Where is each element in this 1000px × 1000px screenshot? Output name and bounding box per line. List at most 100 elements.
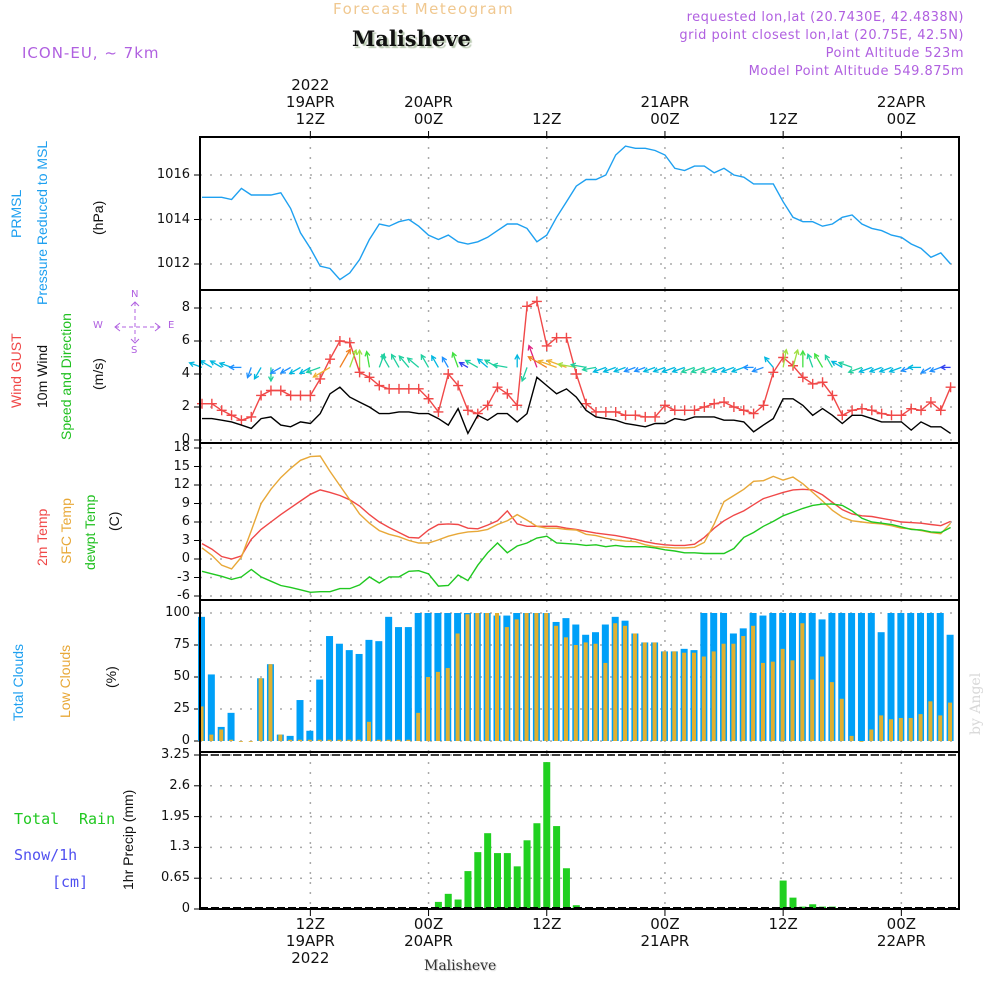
wind-arrow — [838, 362, 853, 369]
total-cloud-bar — [395, 627, 402, 741]
low-cloud-bar — [366, 721, 371, 741]
wind-arrow-head — [527, 356, 534, 362]
gust-marker — [492, 382, 503, 393]
precip-bar — [553, 826, 561, 909]
wind-arrow-head — [312, 372, 319, 378]
wind-arrow — [441, 357, 449, 368]
precip-bar — [789, 897, 797, 909]
low-cloud-bar — [692, 652, 696, 741]
wind-arrow-head — [246, 372, 252, 379]
time-label-line: 22APR — [876, 93, 926, 111]
time-label-line: 19APR — [285, 93, 335, 111]
low-cloud-bar — [416, 712, 421, 741]
wind-arrow-head — [556, 361, 564, 368]
low-cloud-bar — [770, 661, 775, 741]
wind-arrow-head — [751, 367, 758, 373]
wind-arrow-head — [806, 352, 813, 360]
wind-arrow-head — [939, 364, 946, 371]
wind-arrow — [889, 366, 902, 373]
time-label: 00Z 21APR — [625, 916, 705, 950]
gust-marker — [315, 373, 326, 384]
low-cloud-bar — [632, 633, 637, 741]
low-cloud-bar — [918, 714, 923, 741]
time-label-line: 21APR — [640, 93, 690, 111]
time-label-line: 19APR — [285, 932, 335, 950]
gust-marker — [896, 410, 907, 421]
gust-marker — [522, 301, 533, 312]
wind-arrow — [538, 360, 557, 369]
time-label: 00Z 20APR — [389, 916, 469, 950]
low-cloud-bar — [376, 739, 381, 741]
wind-arrow — [391, 354, 400, 368]
time-label-line: 12Z — [768, 915, 798, 933]
precip-bar — [494, 853, 501, 909]
wind-arrow-head — [928, 367, 936, 373]
low-cloud-bar — [652, 642, 657, 741]
gust-marker — [600, 406, 611, 417]
gust-marker — [856, 403, 867, 414]
gust-marker — [413, 383, 424, 394]
total-cloud-bar — [306, 730, 314, 741]
model-label: ICON-EU, ~ 7km — [22, 44, 160, 62]
gust-marker — [344, 337, 355, 348]
wind-arrow — [253, 367, 262, 380]
gust-marker — [620, 410, 631, 421]
wind-arrow — [452, 352, 459, 368]
wind-arrow-head — [431, 354, 437, 361]
y-tick-label: 15 — [173, 458, 190, 474]
low-cloud-bar — [524, 613, 529, 741]
total-cloud-bar — [907, 613, 915, 741]
gust-marker — [462, 405, 473, 416]
wind-arrow-head — [900, 366, 907, 373]
low-cloud-bar — [406, 739, 411, 741]
wind-arrow-head — [464, 359, 471, 366]
low-cloud-bar — [672, 651, 677, 741]
gust-marker — [916, 405, 927, 416]
time-label-line: 12Z — [768, 110, 798, 128]
wind-arrow — [493, 364, 508, 369]
gust-marker — [679, 405, 690, 416]
wind-arrow-head — [441, 356, 448, 363]
wind-arrow — [246, 367, 252, 378]
gust-marker — [354, 367, 365, 378]
wind-arrow — [210, 360, 223, 368]
series-line-dewpt-temp — [201, 503, 951, 594]
y-tick-label: 25 — [173, 701, 190, 716]
time-label-line: 12Z — [295, 110, 326, 128]
time-label-line: 2022 — [291, 76, 330, 94]
gust-marker — [827, 390, 838, 401]
wind-arrow — [879, 366, 892, 373]
compass-w: W — [93, 320, 103, 331]
total-cloud-bar — [365, 639, 373, 741]
low-cloud-bar — [642, 642, 647, 741]
gust-marker — [325, 354, 336, 365]
wind-arrow-head — [527, 344, 534, 351]
time-label: 22APR 00Z — [861, 94, 941, 128]
low-cloud-bar — [544, 613, 549, 741]
low-cloud-bar — [849, 735, 854, 741]
gust-marker — [728, 402, 739, 412]
low-cloud-bar — [445, 668, 450, 741]
wind-arrow-head — [888, 367, 895, 374]
gust-marker — [453, 380, 464, 391]
time-label: 12Z — [507, 111, 587, 128]
low-cloud-bar — [839, 698, 844, 741]
total-cloud-bar — [936, 613, 944, 741]
y-tick-label: 2.6 — [169, 777, 190, 793]
precip-bar — [523, 840, 531, 909]
wind-arrow — [521, 367, 528, 382]
gust-marker — [305, 390, 316, 401]
wind-arrow — [299, 366, 311, 374]
time-label: 12Z 19APR 2022 — [270, 916, 350, 967]
wind-arrow — [792, 349, 799, 368]
wind-arrow — [731, 366, 744, 373]
wind-arrow — [721, 366, 735, 373]
wind-arrow — [582, 366, 597, 371]
wind-arrow — [528, 356, 548, 368]
wind-arrow-head — [623, 367, 630, 373]
low-cloud-bar — [514, 619, 519, 741]
gust-marker — [650, 411, 661, 422]
wind-arrow — [920, 366, 932, 374]
wind-arrow — [603, 366, 616, 373]
gust-marker — [541, 340, 552, 351]
